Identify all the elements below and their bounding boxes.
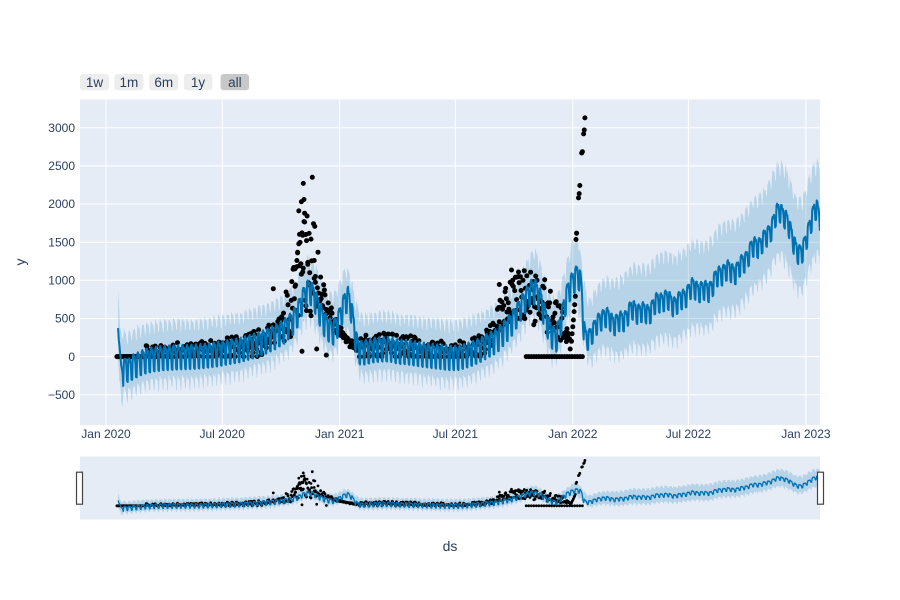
svg-text:0: 0 [68, 350, 75, 364]
svg-text:1000: 1000 [48, 274, 75, 288]
svg-text:ds: ds [443, 538, 458, 554]
svg-text:Jul 2022: Jul 2022 [666, 427, 712, 441]
svg-text:Jan 2021: Jan 2021 [315, 427, 365, 441]
svg-text:1m: 1m [120, 75, 139, 90]
svg-text:3000: 3000 [48, 121, 75, 135]
svg-text:6m: 6m [154, 75, 173, 90]
svg-text:−500: −500 [48, 388, 75, 402]
svg-text:2000: 2000 [48, 197, 75, 211]
svg-text:1500: 1500 [48, 235, 75, 249]
svg-text:Jan 2020: Jan 2020 [81, 427, 131, 441]
svg-text:y: y [12, 259, 28, 266]
svg-text:Jan 2023: Jan 2023 [781, 427, 831, 441]
svg-text:1y: 1y [191, 75, 206, 90]
svg-text:all: all [228, 75, 242, 90]
svg-text:Jan 2022: Jan 2022 [548, 427, 598, 441]
svg-text:Jul 2020: Jul 2020 [200, 427, 246, 441]
svg-text:1w: 1w [86, 75, 104, 90]
svg-text:Jul 2021: Jul 2021 [433, 427, 479, 441]
svg-text:500: 500 [55, 312, 75, 326]
svg-text:2500: 2500 [48, 159, 75, 173]
